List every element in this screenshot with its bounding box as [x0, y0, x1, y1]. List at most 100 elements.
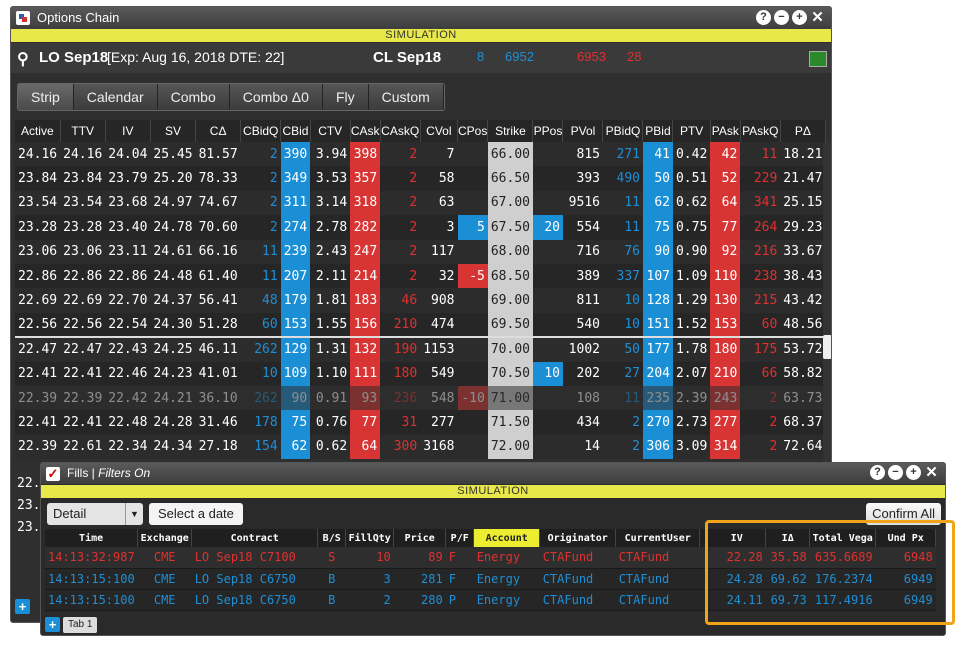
- simulation-banner: SIMULATION: [41, 485, 945, 498]
- column-header-16[interactable]: PBid: [642, 120, 674, 142]
- table-row[interactable]: 22.47 22.47 22.43 24.25 46.11 262 129 1.31 132 19…: [15, 336, 826, 362]
- column-header-13[interactable]: PPos: [532, 120, 564, 142]
- column-header-14[interactable]: PVol: [562, 120, 604, 142]
- table-row[interactable]: 22.39 22.61 22.34 24.34 27.18 154 62 0.62 64 300 3…: [15, 434, 826, 460]
- cell-Active: 23.28: [15, 215, 61, 240]
- search-icon[interactable]: ⚲: [17, 51, 29, 68]
- column-header-17[interactable]: PTV: [672, 120, 711, 142]
- confirm-all-button[interactable]: Confirm All: [866, 503, 941, 525]
- column-header-20[interactable]: PΔ: [780, 120, 826, 142]
- fills-column-header-2[interactable]: Contract: [191, 529, 319, 547]
- table-row[interactable]: 22.39 22.39 22.42 24.21 36.10 262 90 0.91 93 236 5…: [15, 385, 826, 411]
- cell-CAsk: 357: [350, 166, 381, 191]
- cell-Strike: 68.00: [487, 239, 533, 264]
- fills-column-header-11[interactable]: IV: [707, 529, 767, 547]
- table-row[interactable]: 23.84 23.84 23.79 25.20 78.33 2 349 3.53 357 2 58 6…: [15, 166, 826, 191]
- help-icon[interactable]: ?: [756, 10, 771, 25]
- table-row[interactable]: 23.28 23.28 23.40 24.78 70.60 2 274 2.78 282 2 3 5 6…: [15, 215, 826, 240]
- fills-column-header-0[interactable]: Time: [45, 529, 139, 547]
- table-row[interactable]: 22.86 22.86 22.86 24.48 61.40 11 207 2.11 214 2 32…: [15, 263, 826, 289]
- tab-5[interactable]: Custom: [368, 84, 444, 110]
- fills-column-header-6[interactable]: P/F: [445, 529, 475, 547]
- cell-CBid: 207: [280, 263, 311, 289]
- cell-CAsk: 318: [350, 190, 381, 216]
- options-chain-titlebar[interactable]: Options Chain ? − + ✕: [11, 7, 831, 29]
- fills-column-header-13[interactable]: Total Vega: [809, 529, 877, 547]
- cell-CVol: 58: [420, 166, 458, 191]
- add-tab-button[interactable]: +: [15, 599, 30, 614]
- cell-CAsk: 93: [350, 385, 381, 411]
- tab-3[interactable]: Combo Δ0: [229, 84, 323, 110]
- column-header-6[interactable]: CBid: [280, 120, 311, 142]
- column-header-0[interactable]: Active: [15, 120, 61, 142]
- fills-titlebar[interactable]: ✓ Fills | Filters On ? − + ✕: [41, 463, 945, 484]
- table-row[interactable]: 22.41 22.41 22.48 24.28 31.46 178 75 0.76 77 31 27…: [15, 410, 826, 435]
- view-mode-select[interactable]: Detail ▼: [47, 503, 143, 525]
- cell-CBidQ: 11: [240, 239, 281, 264]
- cell-PTV: 0.51: [672, 166, 711, 191]
- chain-scrollbar[interactable]: [823, 142, 831, 502]
- column-header-12[interactable]: Strike: [487, 120, 534, 142]
- checkmark-icon[interactable]: ✓: [46, 466, 60, 481]
- tab-0[interactable]: Strip: [18, 84, 74, 110]
- column-header-11[interactable]: CPos: [457, 120, 489, 142]
- column-header-18[interactable]: PAsk: [710, 120, 741, 142]
- close-icon[interactable]: ✕: [811, 9, 824, 26]
- cell-IV: 23.11: [105, 239, 151, 264]
- layout-icon[interactable]: [809, 51, 827, 67]
- column-header-7[interactable]: CTV: [310, 120, 351, 142]
- cell-CAskQ: 236: [380, 385, 421, 411]
- fills-column-header-3[interactable]: B/S: [317, 529, 347, 547]
- table-row[interactable]: 23.54 23.54 23.68 24.97 74.67 2 311 3.14 318 2 63 6…: [15, 190, 826, 216]
- minimize-icon[interactable]: −: [774, 10, 789, 25]
- column-header-4[interactable]: CΔ: [195, 120, 242, 142]
- cell-Active: 22.47: [15, 336, 61, 362]
- cell-CTV: 0.62: [310, 434, 351, 460]
- fills-row[interactable]: 14:13:15:100 CME LO Sep18 C6750 B 2 280 P Energ…: [45, 589, 936, 611]
- table-row[interactable]: 22.56 22.56 22.54 24.30 51.28 60 153 1.55 156 210…: [15, 312, 826, 338]
- fills-column-header-7[interactable]: Account: [473, 529, 541, 547]
- cell-CAsk: 156: [350, 312, 381, 338]
- cell-CBid: 274: [280, 215, 311, 240]
- cell-SV: 24.25: [150, 336, 196, 362]
- table-row[interactable]: 22.41 22.41 22.46 24.23 41.01 10 109 1.10 111 180…: [15, 361, 826, 386]
- cell-TTV: 22.39: [60, 385, 106, 411]
- column-header-3[interactable]: SV: [150, 120, 197, 142]
- column-header-10[interactable]: CVol: [420, 120, 459, 142]
- fills-column-header-9[interactable]: CurrentUser: [615, 529, 701, 547]
- cell-PΔ: 48.56: [780, 312, 826, 338]
- column-header-19[interactable]: PAskQ: [740, 120, 781, 142]
- tab-1[interactable]: Tab 1: [63, 617, 98, 633]
- fills-column-header-4[interactable]: FillQty: [345, 529, 395, 547]
- column-header-8[interactable]: CAsk: [350, 120, 381, 142]
- fills-column-header-14[interactable]: Und Px: [875, 529, 937, 547]
- tab-1[interactable]: Calendar: [73, 84, 158, 110]
- tab-2[interactable]: Combo: [157, 84, 230, 110]
- column-header-5[interactable]: CBidQ: [240, 120, 282, 142]
- fills-row[interactable]: 14:13:32:987 CME LO Sep18 C7100 S 10 89 F Energ…: [45, 547, 936, 569]
- column-header-1[interactable]: TTV: [60, 120, 106, 142]
- close-icon[interactable]: ✕: [925, 464, 938, 481]
- add-tab-button[interactable]: +: [45, 617, 60, 632]
- table-row[interactable]: 24.16 24.16 24.04 25.45 81.57 2 390 3.94 398 2 7 66…: [15, 142, 826, 167]
- fills-row[interactable]: 14:13:15:100 CME LO Sep18 C6750 B 3 281 F Energ…: [45, 568, 936, 590]
- cell-PBidQ: 2: [602, 434, 643, 460]
- minimize-icon[interactable]: −: [888, 465, 903, 480]
- table-row[interactable]: 22.69 22.69 22.70 24.37 56.41 48 179 1.81 183 46 9…: [15, 288, 826, 313]
- help-icon[interactable]: ?: [870, 465, 885, 480]
- column-header-9[interactable]: CAskQ: [380, 120, 421, 142]
- select-date-button[interactable]: Select a date: [149, 503, 243, 525]
- fills-column-header-1[interactable]: Exchange: [137, 529, 193, 547]
- fills-column-header-12[interactable]: IΔ: [765, 529, 811, 547]
- cell-CAsk: 77: [350, 410, 381, 435]
- maximize-icon[interactable]: +: [906, 465, 921, 480]
- fills-column-header-8[interactable]: Originator: [539, 529, 617, 547]
- fills-column-header-5[interactable]: Price: [393, 529, 447, 547]
- maximize-icon[interactable]: +: [792, 10, 807, 25]
- fills-cell: 635.6689: [809, 547, 876, 569]
- table-row[interactable]: 23.06 23.06 23.11 24.61 66.16 11 239 2.43 247 2 11…: [15, 239, 826, 264]
- column-header-15[interactable]: PBidQ: [602, 120, 644, 142]
- scrollbar-thumb[interactable]: [823, 335, 831, 359]
- tab-4[interactable]: Fly: [322, 84, 369, 110]
- column-header-2[interactable]: IV: [105, 120, 151, 142]
